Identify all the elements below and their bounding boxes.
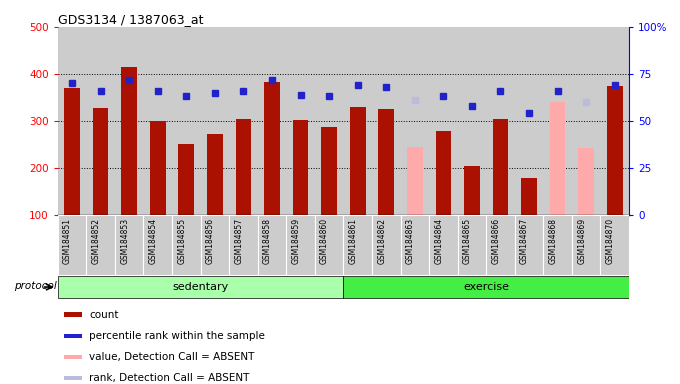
Bar	[286, 215, 315, 275]
Text: GSM184868: GSM184868	[549, 218, 558, 264]
Bar	[486, 215, 515, 275]
Bar	[63, 334, 82, 338]
Bar	[372, 27, 401, 215]
Text: sedentary: sedentary	[173, 282, 228, 292]
Bar	[458, 27, 486, 215]
Text: GDS3134 / 1387063_at: GDS3134 / 1387063_at	[58, 13, 203, 26]
Text: value, Detection Call = ABSENT: value, Detection Call = ABSENT	[89, 352, 254, 362]
Text: GSM184866: GSM184866	[492, 218, 500, 264]
Bar	[343, 27, 372, 215]
Text: GSM184867: GSM184867	[520, 218, 529, 264]
Text: rank, Detection Call = ABSENT: rank, Detection Call = ABSENT	[89, 373, 250, 383]
Text: protocol: protocol	[14, 281, 57, 291]
Bar	[343, 215, 372, 275]
Bar	[63, 376, 82, 381]
Bar	[429, 27, 458, 215]
Bar	[178, 144, 194, 215]
Text: GSM184855: GSM184855	[177, 218, 186, 264]
Bar	[58, 215, 86, 275]
Bar	[258, 27, 286, 215]
Bar	[515, 215, 543, 275]
Text: GSM184852: GSM184852	[92, 218, 101, 264]
Bar	[207, 134, 223, 215]
Bar	[292, 120, 309, 215]
Bar	[321, 127, 337, 215]
Bar	[572, 27, 600, 215]
Bar	[115, 27, 143, 215]
Bar	[435, 131, 452, 215]
Bar	[64, 88, 80, 215]
Text: GSM184860: GSM184860	[320, 218, 329, 264]
Text: exercise: exercise	[463, 282, 509, 292]
Bar	[150, 121, 166, 215]
Bar	[429, 215, 458, 275]
Text: GSM184869: GSM184869	[577, 218, 586, 264]
Text: GSM184858: GSM184858	[263, 218, 272, 264]
Bar	[115, 215, 143, 275]
Bar	[286, 27, 315, 215]
Bar	[543, 215, 572, 275]
Bar	[343, 276, 629, 298]
Text: GSM184857: GSM184857	[235, 218, 243, 264]
Bar	[401, 27, 429, 215]
Bar	[543, 27, 572, 215]
Bar	[515, 27, 543, 215]
Text: GSM184853: GSM184853	[120, 218, 129, 264]
Text: GSM184854: GSM184854	[149, 218, 158, 264]
Text: GSM184859: GSM184859	[292, 218, 301, 264]
Bar	[600, 27, 629, 215]
Bar	[607, 86, 623, 215]
Text: percentile rank within the sample: percentile rank within the sample	[89, 331, 265, 341]
Bar	[92, 108, 109, 215]
Text: GSM184851: GSM184851	[63, 218, 72, 264]
Text: GSM184861: GSM184861	[349, 218, 358, 264]
Bar	[458, 215, 486, 275]
Bar	[229, 27, 258, 215]
Bar	[378, 109, 394, 215]
Bar	[315, 215, 343, 275]
Bar	[201, 215, 229, 275]
Bar	[58, 276, 343, 298]
Bar	[264, 83, 280, 215]
Bar	[464, 166, 480, 215]
Bar	[572, 215, 600, 275]
Text: count: count	[89, 310, 119, 320]
Text: GSM184864: GSM184864	[435, 218, 443, 264]
Bar	[172, 215, 201, 275]
Bar	[121, 67, 137, 215]
Bar	[172, 27, 201, 215]
Bar	[492, 119, 509, 215]
Bar	[521, 178, 537, 215]
Bar	[350, 107, 366, 215]
Bar	[235, 119, 252, 215]
Bar	[258, 215, 286, 275]
Bar	[549, 102, 566, 215]
Text: GSM184862: GSM184862	[377, 218, 386, 264]
Bar	[372, 215, 401, 275]
Text: GSM184870: GSM184870	[606, 218, 615, 264]
Text: GSM184863: GSM184863	[406, 218, 415, 264]
Bar	[63, 313, 82, 317]
Bar	[86, 215, 115, 275]
Bar	[315, 27, 343, 215]
Bar	[143, 215, 172, 275]
Bar	[486, 27, 515, 215]
Bar	[86, 27, 115, 215]
Bar	[229, 215, 258, 275]
Bar	[600, 215, 629, 275]
Bar	[143, 27, 172, 215]
Bar	[578, 148, 594, 215]
Bar	[401, 215, 429, 275]
Bar	[407, 147, 423, 215]
Text: GSM184865: GSM184865	[463, 218, 472, 264]
Bar	[63, 355, 82, 359]
Text: GSM184856: GSM184856	[206, 218, 215, 264]
Bar	[201, 27, 229, 215]
Bar	[58, 27, 86, 215]
